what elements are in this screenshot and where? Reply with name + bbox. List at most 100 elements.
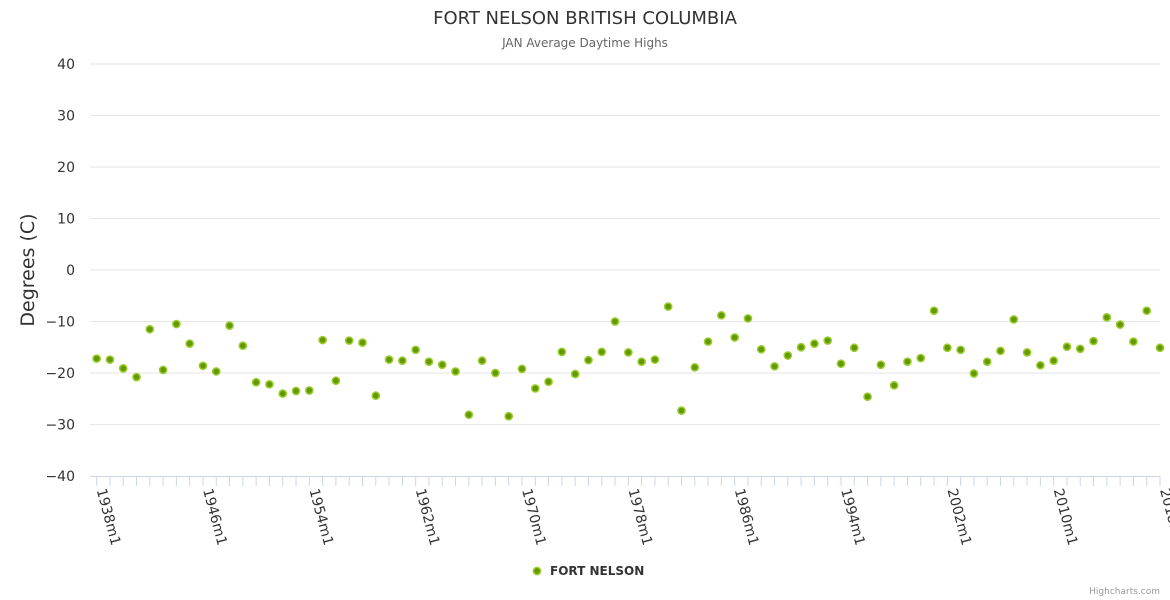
data-point[interactable] [717,310,726,320]
data-point[interactable] [823,336,833,345]
data-point[interactable] [1102,313,1112,322]
data-point[interactable] [371,391,381,401]
data-point[interactable] [424,357,434,367]
data-point[interactable] [1115,320,1125,329]
data-point[interactable] [132,372,141,382]
data-point[interactable] [597,347,607,357]
data-point[interactable] [504,411,514,421]
grid-lines [90,63,1160,425]
data-point[interactable] [929,306,939,316]
data-point[interactable] [836,359,846,369]
data-point[interactable] [1142,306,1152,316]
y-tick-label: −20 [45,366,75,382]
data-point[interactable] [730,333,740,342]
data-point[interactable] [849,343,859,353]
series-fort-nelson[interactable] [92,302,1165,421]
data-point[interactable] [863,392,872,402]
data-point[interactable] [304,386,314,395]
data-point[interactable] [570,369,580,379]
data-point[interactable] [225,321,234,330]
data-point[interactable] [185,339,195,348]
data-point[interactable] [530,384,540,393]
data-point[interactable] [690,362,700,372]
data-point[interactable] [770,361,779,371]
y-tick-label: 40 [57,57,75,73]
data-point[interactable] [92,354,101,363]
x-tick-label: 2010m1 [1050,487,1081,547]
data-point[interactable] [956,345,965,355]
data-point[interactable] [982,357,992,367]
data-point[interactable] [903,357,912,367]
data-point[interactable] [491,368,500,378]
data-point[interactable] [278,389,288,398]
data-point[interactable] [810,339,819,348]
data-point[interactable] [663,302,673,311]
data-point[interactable] [1036,360,1045,370]
data-point[interactable] [105,355,115,364]
data-point[interactable] [650,355,660,364]
data-point[interactable] [172,319,181,329]
data-point[interactable] [517,364,527,374]
data-point[interactable] [344,336,354,345]
data-point[interactable] [211,367,221,376]
y-tick-label: 20 [57,160,75,176]
data-point[interactable] [331,376,341,386]
data-point[interactable] [1089,336,1098,346]
data-point[interactable] [743,314,753,323]
data-point[interactable] [637,357,646,367]
data-point[interactable] [251,377,261,387]
data-point[interactable] [145,324,155,334]
data-point[interactable] [358,338,367,347]
data-point[interactable] [969,369,979,378]
y-tick-label: 10 [57,212,75,228]
data-point[interactable] [703,337,713,346]
x-axis [90,476,1161,486]
data-point[interactable] [1129,337,1138,346]
data-point[interactable] [437,360,447,370]
legend-marker [532,566,542,576]
x-tick-label: 1978m1 [624,487,655,547]
data-point[interactable] [291,386,301,396]
data-point[interactable] [411,345,421,355]
data-point[interactable] [610,317,620,326]
data-point[interactable] [464,410,474,420]
data-point[interactable] [544,377,553,387]
data-point[interactable] [916,353,926,363]
data-point[interactable] [477,356,487,365]
data-point[interactable] [198,361,208,371]
data-point[interactable] [118,364,128,373]
data-point[interactable] [876,360,886,370]
legend-item-fort-nelson[interactable]: FORT NELSON [550,564,644,578]
data-point[interactable] [1009,315,1019,324]
data-point[interactable] [318,335,327,345]
data-point[interactable] [942,343,952,353]
data-point[interactable] [451,367,460,376]
data-point[interactable] [1075,344,1085,354]
data-point[interactable] [398,356,407,365]
data-point[interactable] [238,341,248,351]
y-tick-label: −10 [45,315,75,331]
data-point[interactable] [1022,348,1032,357]
x-tick-label: 1962m1 [412,487,443,547]
data-point[interactable] [557,347,567,357]
data-point[interactable] [384,355,394,364]
data-point[interactable] [889,381,899,390]
data-point[interactable] [584,355,593,365]
data-point[interactable] [756,344,766,354]
x-tick-label: 1994m1 [837,487,868,547]
data-point[interactable] [783,351,793,360]
data-point[interactable] [677,406,686,415]
data-point[interactable] [265,379,274,389]
x-tick-label: 2002m1 [943,487,974,547]
data-point[interactable] [1155,343,1165,353]
data-point[interactable] [158,365,168,375]
data-point[interactable] [996,346,1005,356]
data-point[interactable] [796,342,806,352]
legend[interactable]: FORT NELSON [532,564,644,578]
data-point[interactable] [1049,356,1059,365]
credits-link[interactable]: Highcharts.com [1089,587,1160,597]
data-point[interactable] [1062,342,1072,352]
data-point[interactable] [623,348,633,357]
x-tick-label: 1970m1 [518,487,549,547]
